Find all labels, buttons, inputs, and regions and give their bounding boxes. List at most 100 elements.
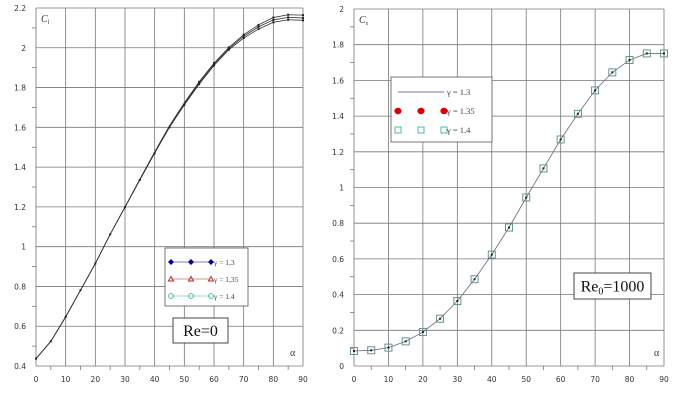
data-point: [302, 14, 304, 17]
y-tick-label: 2: [21, 44, 26, 53]
data-point: [556, 135, 565, 144]
data-point-center: [456, 300, 459, 303]
data-point: [453, 297, 462, 305]
data-point: [198, 80, 201, 83]
data-point: [168, 126, 171, 129]
legend-label: γ = 1.4: [446, 125, 471, 135]
x-tick-label: 30: [120, 375, 130, 384]
x-tick-label: 70: [239, 375, 249, 384]
legend-marker: [187, 275, 195, 282]
data-point: [487, 250, 496, 259]
legend-marker: [188, 293, 194, 299]
y-tick-label: 0.6: [332, 255, 344, 264]
y-tick-label: 0.4: [14, 362, 26, 371]
y-tick-label: 1.2: [332, 148, 344, 157]
x-tick-label: 60: [209, 375, 219, 384]
data-point: [522, 193, 531, 202]
legend-item: γ = 1.3: [398, 87, 470, 97]
y-tick-label: 1: [21, 243, 26, 252]
legend-label: γ = 1.35: [446, 106, 475, 116]
data-point: [470, 275, 479, 284]
legend-marker: [440, 107, 448, 115]
data-point: [287, 13, 290, 16]
data-point: [436, 314, 445, 323]
data-point-center: [576, 112, 579, 115]
data-point: [384, 343, 393, 352]
annotation-box: Re0=1000: [573, 272, 652, 300]
y-tick-label: 0.2: [332, 326, 344, 335]
data-point-center: [663, 52, 665, 55]
x-tick-label: 40: [150, 375, 160, 384]
x-tick-label: 70: [590, 375, 600, 384]
x-tick-label: 50: [180, 375, 190, 384]
series-line: [35, 16, 304, 359]
legend-label: γ = 1.4: [213, 292, 235, 301]
y-tick-label: 1.6: [332, 76, 344, 85]
data-point-center: [439, 317, 442, 320]
data-point: [660, 49, 668, 58]
data-point-center: [542, 167, 545, 170]
data-point-center: [594, 89, 597, 92]
data-point: [183, 103, 186, 106]
legend-marker: [208, 259, 214, 265]
data-point: [242, 35, 245, 38]
y-tick-label: 0.8: [332, 219, 344, 228]
x-tick-label: 60: [556, 375, 566, 384]
legend-marker: [168, 259, 174, 265]
data-point: [227, 46, 230, 49]
chart-1: 0 10 20 30 40 50 60 70 80 90 0.4 0.6 0.8 1 1.2 1.4 1.6 1.…: [14, 4, 308, 384]
x-tick-label: 90: [298, 375, 308, 384]
data-point-center: [404, 340, 407, 343]
x-axis-label: α: [654, 348, 660, 359]
data-point: [79, 289, 82, 292]
legend: γ = 1,3 γ = 1,35 γ = 1.4: [164, 247, 249, 307]
legend-item: γ = 1.4: [394, 125, 471, 135]
data-point-center: [473, 278, 476, 281]
legend: γ = 1.3 γ = 1.35 γ = 1.4: [390, 76, 493, 143]
annotation-box: Re=0: [172, 317, 229, 344]
data-point-center: [421, 331, 424, 334]
data-point: [302, 19, 304, 22]
data-point: [94, 262, 97, 265]
data-point: [573, 109, 582, 118]
data-point: [272, 18, 275, 21]
data-point: [213, 63, 215, 66]
data-point: [198, 83, 201, 86]
legend-label: γ = 1.3: [446, 87, 470, 97]
legend-marker: [208, 293, 214, 299]
legend-box: [164, 247, 249, 307]
x-tick-label: 10: [61, 375, 71, 384]
data-point: [642, 49, 651, 58]
y-tick-label: 2.2: [14, 4, 26, 13]
data-point: [153, 152, 156, 155]
data-point: [287, 16, 290, 19]
data-point-center: [508, 226, 510, 229]
data-point-center: [490, 253, 493, 256]
data-point: [109, 233, 112, 236]
legend-marker: [207, 275, 215, 282]
x-tick-label: 80: [625, 375, 635, 384]
x-tick-label: 10: [384, 375, 394, 384]
data-point-center: [525, 196, 528, 199]
y-tick-label: 1.6: [14, 123, 26, 132]
x-tick-label: 40: [487, 375, 497, 384]
data-point: [505, 223, 513, 232]
y-tick-label: 1.8: [14, 84, 26, 93]
data-point: [272, 16, 275, 19]
data-point: [272, 21, 275, 24]
data-point: [242, 33, 245, 36]
data-point: [302, 16, 304, 19]
series-1: [35, 19, 304, 359]
y-tick-label: 1: [339, 184, 344, 193]
data-point: [257, 28, 260, 31]
data-point: [287, 18, 290, 21]
data-point: [539, 164, 548, 173]
data-point-center: [387, 346, 390, 349]
series-2: [35, 16, 304, 359]
legend-marker: [417, 126, 425, 134]
y-tick-label: 1.4: [332, 112, 344, 121]
legend-label: γ = 1,3: [213, 258, 235, 267]
annotation-text: Re=0: [183, 323, 218, 340]
chart-2: 0 10 20 30 40 50 60 70 80 90 0 0.2 0.4 0.6 0.8 1 1.2 1.4 1…: [332, 5, 669, 384]
